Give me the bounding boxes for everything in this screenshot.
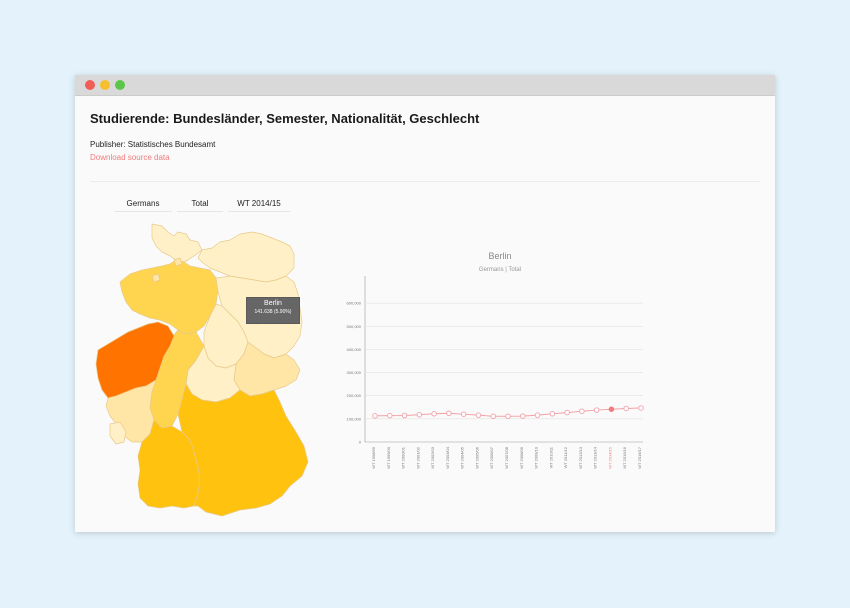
data-point	[520, 413, 526, 419]
map-region-bremen[interactable]	[151, 273, 161, 283]
map-region-nordrhein-westfalen[interactable]	[95, 321, 175, 399]
data-point	[549, 411, 556, 417]
berlin-line-chart: Berlin Germans | Total 0 100,000 200,000 30…	[347, 251, 644, 469]
map-region-niedersachsen[interactable]	[119, 259, 219, 335]
publisher-text: Publisher: Statistisches Bundesamt	[90, 140, 216, 149]
data-point	[608, 406, 615, 412]
data-point	[475, 412, 482, 418]
map-region-bayern[interactable]	[177, 383, 309, 517]
tooltip-value: 141.638 (5.90%)	[254, 309, 292, 315]
x-tick-label: WT 2007/08	[504, 446, 509, 468]
data-point	[593, 407, 600, 413]
data-point	[564, 409, 570, 416]
x-tick-label: WT 2002/03	[430, 446, 435, 468]
x-tick-label: WT 1999/00	[386, 446, 391, 468]
window-titlebar	[75, 75, 775, 96]
x-tick-label: WT 2016/17	[637, 446, 642, 468]
x-tick-label: WT 2012/13	[578, 446, 583, 468]
data-point	[534, 412, 541, 418]
data-point	[416, 411, 423, 418]
x-tick-label: WT 2000/01	[401, 446, 406, 468]
x-tick-label: WT 2013/14	[593, 446, 598, 468]
data-point	[387, 412, 393, 419]
data-point	[490, 413, 496, 420]
map-region-hamburg[interactable]	[173, 257, 183, 267]
x-tick-label: WT 2006/07	[489, 446, 494, 468]
x-tick-label: WT 2004/05	[460, 446, 465, 468]
y-tick-label: 500,000	[347, 324, 362, 329]
germany-choropleth-map	[95, 223, 309, 517]
y-tick-label: 0	[359, 440, 362, 445]
close-window-button[interactable]	[85, 80, 95, 90]
chart-subtitle: Germans | Total	[479, 267, 521, 273]
x-tick-label: WT 2011/12	[563, 446, 568, 468]
semester-filter[interactable]: WT 2014/15	[228, 197, 290, 212]
data-point	[401, 412, 408, 419]
data-point	[579, 408, 585, 414]
data-point	[446, 410, 452, 417]
x-tick-label: WT 2001/02	[415, 446, 420, 468]
x-tick-label: WT 2003/04	[445, 446, 450, 468]
minimize-window-button[interactable]	[100, 80, 110, 90]
data-point	[372, 413, 378, 419]
data-point	[623, 405, 629, 412]
map-region-mecklenburg-vorpommern[interactable]	[197, 231, 295, 283]
data-point	[505, 413, 511, 420]
maximize-window-button[interactable]	[115, 80, 125, 90]
x-tick-label: WT 2014/15	[607, 446, 612, 468]
data-point	[431, 411, 437, 417]
y-tick-label: 600,000	[347, 301, 362, 306]
y-tick-label: 300,000	[347, 370, 362, 375]
browser-window: Studierende: Bundesländer, Semester, Nat…	[75, 75, 775, 532]
nationality-filter[interactable]: Germans	[114, 197, 172, 212]
page-title: Studierende: Bundesländer, Semester, Nat…	[90, 111, 480, 126]
map-region-schleswig-holstein[interactable]	[151, 223, 203, 263]
tooltip-region-name: Berlin	[264, 300, 282, 307]
download-source-link[interactable]: Download source data	[90, 153, 170, 162]
y-tick-label: 200,000	[347, 393, 362, 398]
x-tick-label: WT 2015/16	[622, 446, 627, 468]
map-tooltip: Berlin 141.638 (5.90%)	[246, 297, 300, 324]
data-point	[460, 411, 467, 417]
map-region-saarland[interactable]	[109, 421, 127, 445]
y-tick-label: 400,000	[347, 347, 362, 352]
data-point	[638, 405, 644, 411]
x-tick-label: WT 2005/06	[474, 446, 479, 468]
chart-title: Berlin	[488, 251, 511, 261]
x-tick-label: WT 2008/09	[519, 446, 524, 468]
x-tick-label: WT 2010/11	[548, 446, 553, 468]
gender-filter[interactable]: Total	[177, 197, 223, 212]
header-divider	[90, 181, 760, 182]
x-tick-label: WT 2009/10	[534, 446, 539, 468]
y-tick-label: 100,000	[347, 416, 362, 421]
x-tick-label: WT 1998/99	[371, 446, 376, 468]
